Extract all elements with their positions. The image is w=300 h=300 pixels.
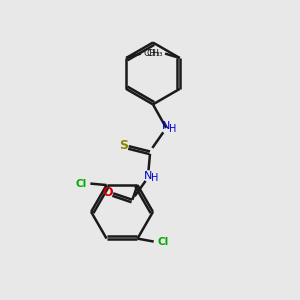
Text: O: O	[103, 186, 113, 199]
Text: H: H	[151, 173, 159, 183]
Text: S: S	[119, 139, 128, 152]
Text: N: N	[162, 122, 170, 131]
Text: CH₃: CH₃	[143, 49, 160, 58]
Text: Cl: Cl	[157, 237, 169, 247]
Text: H: H	[169, 124, 176, 134]
Text: Cl: Cl	[76, 178, 87, 189]
Text: N: N	[144, 171, 153, 181]
Text: CH₃: CH₃	[146, 49, 163, 58]
